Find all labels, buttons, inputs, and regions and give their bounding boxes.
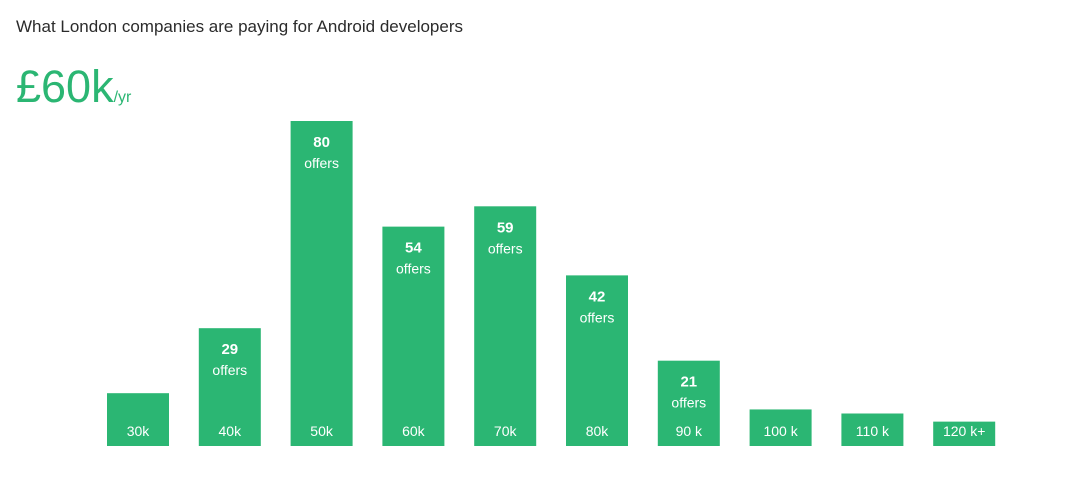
bar-offers-label: offers xyxy=(304,155,339,171)
bar-value-label: 54 xyxy=(405,240,422,257)
bar-100-k xyxy=(749,409,812,446)
category-label: 110 k xyxy=(856,423,890,439)
bar-50k xyxy=(290,121,353,446)
bar-offers-label: offers xyxy=(212,362,247,378)
category-label: 80k xyxy=(586,423,610,439)
category-label: 120 k+ xyxy=(943,423,985,439)
bar-80k xyxy=(566,275,628,446)
bar-30k xyxy=(107,393,169,446)
category-label: 60k xyxy=(402,423,426,439)
bar-90-k xyxy=(657,360,720,446)
category-label: 90 k xyxy=(676,423,703,439)
bar-value-label: 42 xyxy=(589,288,606,305)
headline-unit: /yr xyxy=(113,89,132,106)
bar-offers-label: offers xyxy=(671,395,706,411)
bar-value-label: 29 xyxy=(221,341,238,358)
headline-salary: £60k/yr xyxy=(16,64,131,109)
bar-40k xyxy=(198,328,261,446)
bar-110-k xyxy=(841,413,904,446)
bar-value-label: 21 xyxy=(680,374,697,391)
bar-offers-label: offers xyxy=(396,261,431,277)
bar-60k xyxy=(382,226,445,446)
category-label: 70k xyxy=(494,423,518,439)
bar-value-label: 80 xyxy=(313,134,330,151)
category-label: 30k xyxy=(127,423,151,439)
bar-120-k xyxy=(933,421,996,446)
bar-70k xyxy=(474,206,537,446)
category-label: 40k xyxy=(219,423,243,439)
chart-title: What London companies are paying for And… xyxy=(16,17,464,36)
category-label: 100 k xyxy=(763,423,798,439)
headline-value: £60k xyxy=(16,61,114,112)
category-label: 50k xyxy=(310,423,334,439)
bar-offers-label: offers xyxy=(488,240,523,256)
bar-value-label: 59 xyxy=(497,219,514,236)
bar-offers-label: offers xyxy=(580,309,615,325)
